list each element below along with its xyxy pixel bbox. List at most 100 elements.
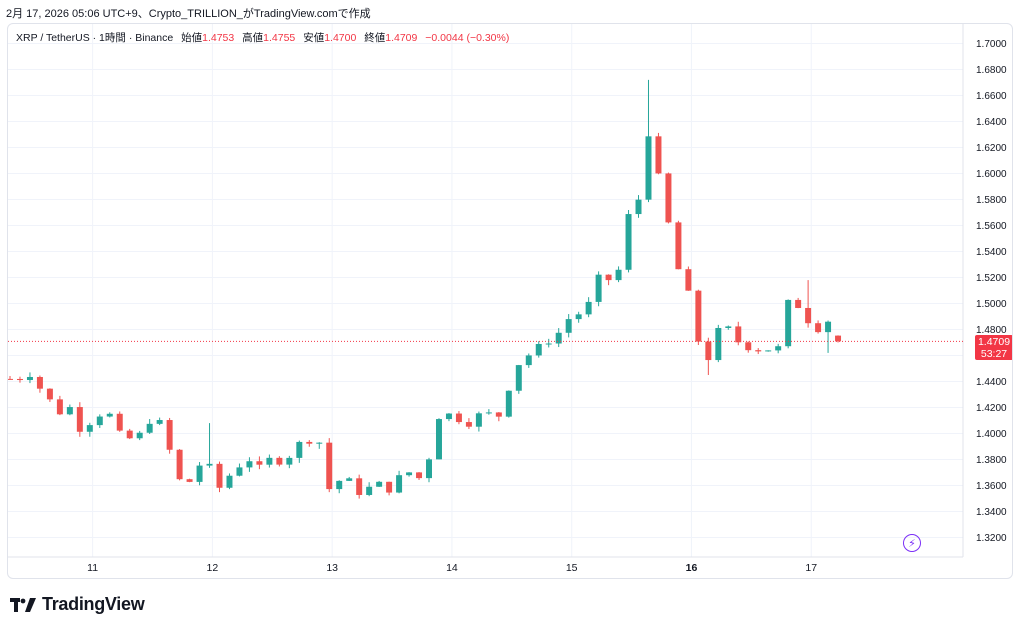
candle-body xyxy=(156,420,163,424)
x-tick-label: 13 xyxy=(326,562,338,574)
candle-body xyxy=(825,321,832,333)
high-value: 1.4755 xyxy=(263,32,296,44)
candle-body xyxy=(515,365,522,391)
candle-body xyxy=(555,332,562,344)
candle-body xyxy=(575,314,582,320)
candle-body xyxy=(495,412,502,417)
candle-body xyxy=(186,479,193,482)
candle-body xyxy=(445,413,452,420)
symbol-legend: XRP / TetherUS · 1時間 · Binance 始値1.4753 … xyxy=(16,30,509,45)
candle-body xyxy=(545,343,552,345)
candle-body xyxy=(36,376,43,389)
x-tick-label: 14 xyxy=(446,562,458,574)
close-value: 1.4709 xyxy=(385,32,418,44)
candle-body xyxy=(645,136,652,200)
change-value: −0.0044 (−0.30%) xyxy=(425,32,510,44)
chart-caption: 2月 17, 2026 05:06 UTC+9、Crypto_TRILLION_… xyxy=(6,8,371,20)
y-tick-label: 1.6600 xyxy=(976,91,1007,102)
x-tick-label: 12 xyxy=(207,562,219,574)
candle-body xyxy=(805,307,812,324)
candle-body xyxy=(775,346,782,351)
chart-frame[interactable]: 1.7000 1.6800 1.6600 1.6400 1.6200 1.6000 1.58… xyxy=(7,23,1013,579)
y-tick-label: 1.5600 xyxy=(976,221,1007,232)
candle-body xyxy=(785,299,792,347)
y-tick-label: 1.5400 xyxy=(976,247,1007,258)
candle-body xyxy=(296,441,303,458)
candle-body xyxy=(56,399,63,415)
candle-body xyxy=(795,299,802,308)
candle-body xyxy=(106,413,113,417)
bar-countdown: 53:27 xyxy=(980,348,1008,361)
candle-body xyxy=(346,478,353,481)
lightning-icon[interactable]: ⚡ xyxy=(903,534,921,552)
y-tick-label: 1.6200 xyxy=(976,143,1007,154)
candle-body xyxy=(216,463,223,488)
candle-body xyxy=(695,290,702,342)
candle-body xyxy=(585,301,592,315)
y-tick-label: 1.6800 xyxy=(976,65,1007,76)
candle-body xyxy=(635,199,642,215)
y-tick-label: 1.4000 xyxy=(976,429,1007,440)
x-tick-label: 15 xyxy=(566,562,578,574)
candle-body xyxy=(595,274,602,302)
y-tick-label: 1.3600 xyxy=(976,481,1007,492)
x-tick-label: 11 xyxy=(87,562,98,574)
open-label: 始値 xyxy=(181,32,203,44)
candle-body xyxy=(745,342,752,351)
candle-body xyxy=(276,457,283,465)
low-value: 1.4700 xyxy=(324,32,357,44)
candle-body xyxy=(765,350,772,352)
candle-body xyxy=(455,413,462,423)
candle-body xyxy=(605,274,612,281)
candle-body xyxy=(815,323,822,333)
candle-body xyxy=(206,463,213,466)
y-tick-label: 1.3800 xyxy=(976,455,1007,466)
y-tick-label: 1.4800 xyxy=(976,325,1007,336)
candle-body xyxy=(675,222,682,270)
candle-body xyxy=(226,475,233,488)
y-tick-label: 1.5000 xyxy=(976,299,1007,310)
candle-body xyxy=(286,457,293,465)
candle-body xyxy=(356,478,363,495)
tradingview-logo[interactable]: TradingView xyxy=(10,594,145,615)
candle-body xyxy=(525,355,532,366)
candle-body xyxy=(416,472,423,479)
candle-body xyxy=(505,390,512,417)
candle-body xyxy=(46,388,53,400)
candle-body xyxy=(26,376,33,381)
current-price-tag: 1.4709 53:27 xyxy=(975,335,1012,361)
candle-body xyxy=(266,457,273,465)
candle-body xyxy=(735,326,742,343)
current-price: 1.4709 xyxy=(977,336,1011,349)
candle-body xyxy=(196,465,203,482)
candle-body xyxy=(755,350,762,352)
candle-body xyxy=(86,425,93,432)
candle-body xyxy=(715,327,722,361)
candle-body xyxy=(336,480,343,490)
candle-body xyxy=(246,461,253,468)
y-tick-label: 1.5200 xyxy=(976,273,1007,284)
candle-body xyxy=(396,475,403,493)
candle-body xyxy=(725,326,732,328)
candle-body xyxy=(76,407,83,432)
symbol-name[interactable]: XRP / TetherUS · 1時間 · Binance xyxy=(16,32,174,44)
candle-body xyxy=(685,269,692,291)
candle-body xyxy=(16,378,23,381)
candle-body xyxy=(406,472,413,476)
candle-body xyxy=(665,173,672,223)
candle-body xyxy=(236,467,243,476)
candle-body xyxy=(326,442,333,490)
candle-body xyxy=(166,420,173,450)
candle-body xyxy=(176,449,183,480)
candle-body xyxy=(126,430,133,439)
candle-body xyxy=(625,214,632,270)
candle-body xyxy=(615,269,622,281)
y-tick-label: 1.4400 xyxy=(976,377,1007,388)
candle-body xyxy=(535,343,542,356)
close-label: 終値 xyxy=(364,32,386,44)
y-tick-label: 1.6000 xyxy=(976,169,1007,180)
candlestick-chart[interactable]: 1.7000 1.6800 1.6600 1.6400 1.6200 1.6000 1.58… xyxy=(8,24,1012,578)
y-tick-label: 1.6400 xyxy=(976,117,1007,128)
y-tick-label: 1.7000 xyxy=(976,39,1007,50)
y-tick-label: 1.3400 xyxy=(976,507,1007,518)
